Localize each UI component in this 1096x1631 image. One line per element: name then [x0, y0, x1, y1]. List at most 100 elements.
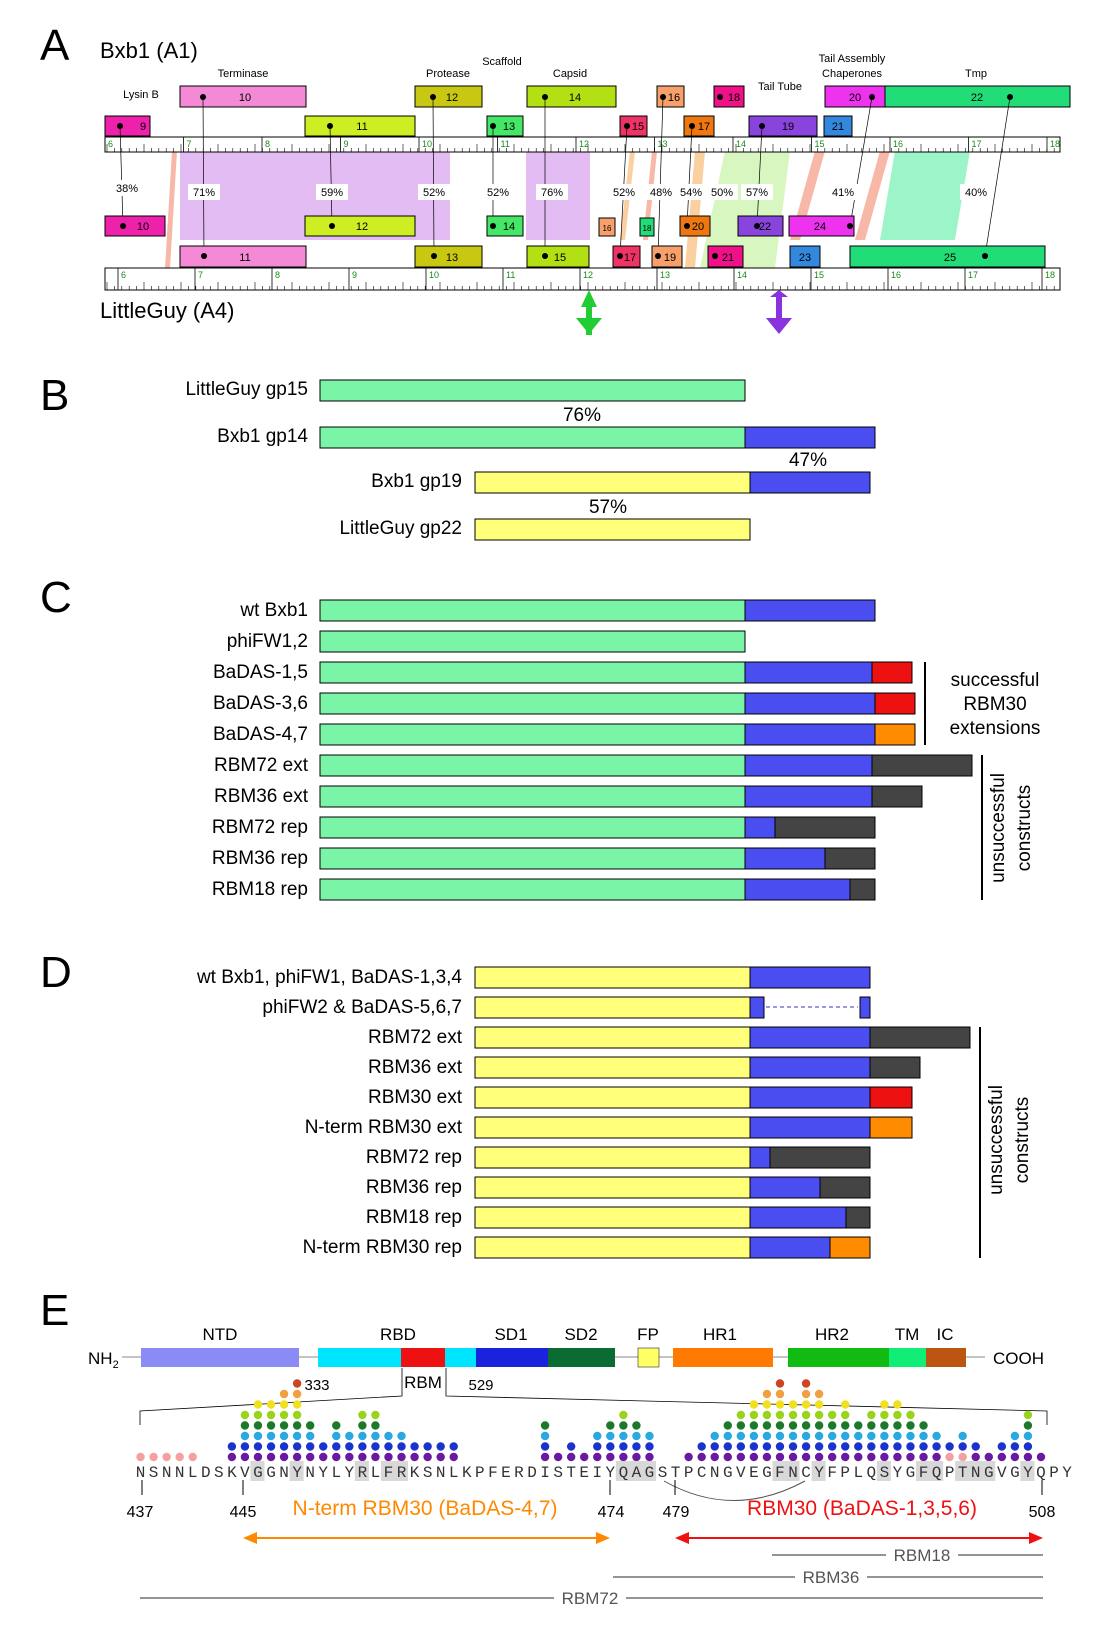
variant-dot — [540, 1421, 550, 1430]
panel-c-bar-badas-15-green — [319, 661, 746, 684]
residue: F — [384, 1464, 394, 1482]
variant-dot — [775, 1431, 785, 1441]
panel-c-label-rbm18-rep: RBM18 rep — [212, 879, 308, 900]
domain-rbd-1 — [318, 1348, 401, 1367]
variant-dot — [253, 1452, 263, 1462]
panel-d-label-phifw2: phiFW2 & BaDAS-5,6,7 — [262, 997, 462, 1018]
variant-dot — [880, 1421, 889, 1430]
highlight-box — [380, 1461, 395, 1481]
littleguy-genome-label: LittleGuy (A4) — [100, 298, 235, 323]
variant-dot — [553, 1452, 563, 1462]
variant-dot — [880, 1442, 889, 1451]
bxb1-gene-label-15: 15 — [632, 121, 644, 133]
residue: Y — [318, 1464, 328, 1482]
variant-dot — [540, 1431, 550, 1441]
residue: N — [710, 1464, 720, 1482]
variant-dot — [292, 1442, 302, 1451]
panel-b-bar-bxb1-gp19-yellow — [474, 471, 751, 494]
variant-dot — [266, 1431, 276, 1441]
variant-dot — [841, 1410, 850, 1420]
panel-d-bar-rbm72-ext-dark — [869, 1026, 971, 1049]
ruler-label: 13 — [660, 270, 670, 280]
residue: N — [175, 1464, 185, 1482]
panel-d-label-rbm72-rep: RBM72 rep — [366, 1147, 462, 1168]
variant-dot — [788, 1410, 798, 1420]
variant-dot — [854, 1442, 863, 1451]
bxb1-gene-22 — [884, 85, 1071, 108]
residue: Y — [893, 1464, 903, 1482]
residue: L — [188, 1464, 198, 1482]
littleguy-gene-label-11: 11 — [239, 252, 250, 264]
bxb1-gene-label-11: 11 — [356, 121, 367, 133]
variant-dot — [371, 1452, 380, 1462]
panel-d-bar-rbm30-ext-blue — [749, 1086, 871, 1109]
domain-rbm — [401, 1348, 445, 1367]
cooh-terminus: COOH — [993, 1349, 1044, 1368]
littleguy-gene-label-24: 24 — [814, 221, 826, 233]
variant-dot — [710, 1431, 719, 1441]
variant-dot — [801, 1431, 811, 1441]
variant-dot — [619, 1421, 628, 1430]
similarity-shade-tailtube — [700, 151, 790, 268]
residue: G — [906, 1464, 916, 1482]
variant-dot — [292, 1410, 302, 1420]
ruler-label: 9 — [352, 270, 357, 280]
bxb1-gene-13 — [486, 115, 524, 137]
variant-dot — [292, 1421, 302, 1430]
residue: P — [840, 1464, 850, 1482]
panel-d-unsuccessful-line2: constructs — [1012, 1097, 1033, 1184]
variant-dot — [645, 1442, 654, 1451]
variant-dot — [580, 1452, 589, 1462]
variant-dot — [606, 1431, 615, 1441]
variant-dot — [932, 1452, 941, 1462]
variant-dot — [540, 1442, 550, 1451]
panel-d-bar-rbm18-rep-yellow — [474, 1206, 751, 1229]
highlight-box — [811, 1461, 826, 1481]
variant-dot — [880, 1452, 889, 1462]
variant-dot — [619, 1442, 628, 1451]
variant-dot — [932, 1431, 941, 1441]
domain-ntd — [141, 1348, 299, 1367]
ruler-label: 17 — [968, 270, 978, 280]
variant-dot — [814, 1431, 824, 1441]
littleguy-gene-16 — [598, 217, 616, 237]
ruler-label: 11 — [501, 139, 510, 149]
variant-dot — [240, 1431, 250, 1441]
littleguy-gene-10 — [104, 215, 166, 237]
rbm18-label: RBM18 — [894, 1546, 951, 1565]
littleguy-gene-label-16: 16 — [603, 224, 612, 233]
variant-dot — [906, 1452, 915, 1462]
identity-label-gene-9: 38% — [116, 183, 138, 195]
bxb1-gene-19 — [748, 115, 818, 137]
residue: G — [723, 1464, 733, 1482]
variant-dot — [593, 1442, 602, 1451]
panel-b-identity-57: 57% — [589, 497, 627, 518]
variant-dot — [841, 1442, 850, 1451]
similarity-stripe-4 — [685, 151, 705, 268]
variant-dot — [566, 1442, 576, 1451]
panel-d-bar-nterm-ext-yellow — [474, 1116, 751, 1139]
panel-d-bar-rbm36-ext-blue — [749, 1056, 871, 1079]
variant-dot — [292, 1389, 302, 1399]
panel-b-identity-76: 76% — [563, 405, 601, 426]
ruler-label: 18 — [1050, 139, 1060, 149]
variant-dot — [358, 1421, 367, 1430]
panel-c-label-rbm36-rep: RBM36 rep — [212, 848, 308, 869]
residue: S — [880, 1464, 890, 1482]
variant-dot — [332, 1421, 341, 1430]
variant-dot — [762, 1410, 772, 1420]
variant-dot — [971, 1442, 980, 1451]
residue: N — [162, 1464, 172, 1482]
variant-dot — [762, 1389, 772, 1399]
littleguy-gene-label-25: 25 — [944, 252, 956, 264]
variant-dot — [749, 1452, 759, 1462]
panel-d-bar-phifw2-blue-a — [749, 996, 765, 1019]
panel-d-bar-rbm18-rep-blue — [749, 1206, 847, 1229]
panel-c-successful-line1: successful — [951, 670, 1040, 691]
highlight-box — [981, 1461, 996, 1481]
panel-c-label-rbm72-ext: RBM72 ext — [214, 755, 309, 776]
variant-dot — [606, 1421, 615, 1430]
position-529: 529 — [468, 1377, 493, 1394]
disulfide-arc — [663, 1480, 806, 1501]
variant-dot — [1010, 1452, 1020, 1462]
